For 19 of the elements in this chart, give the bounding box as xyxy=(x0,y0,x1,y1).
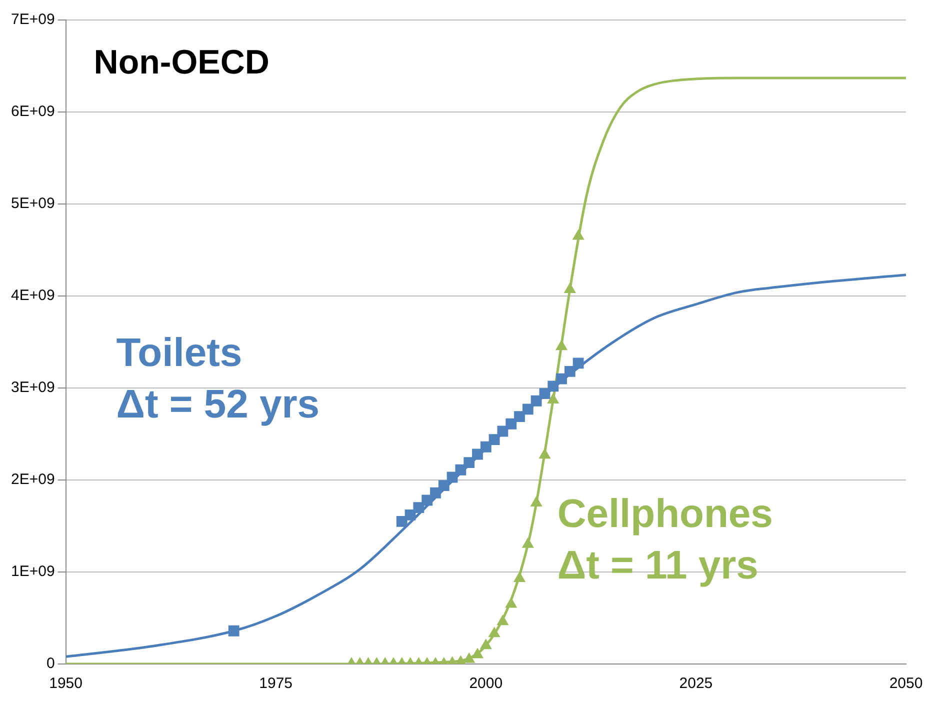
annotation: Δt = 11 yrs xyxy=(557,543,758,588)
y-tick-label: 7E+09 xyxy=(10,11,55,28)
y-tick-label: 5E+09 xyxy=(10,195,55,212)
annotation: Toilets xyxy=(116,330,242,375)
annotation: Cellphones xyxy=(557,492,773,536)
y-tick-label: 3E+09 xyxy=(10,379,55,396)
annotation: Δt = 52 yrs xyxy=(116,382,320,426)
x-tick-label: 2050 xyxy=(889,675,923,692)
x-tick-label: 2000 xyxy=(469,675,503,692)
y-tick-label: 4E+09 xyxy=(10,287,55,304)
x-tick-label: 1950 xyxy=(49,675,82,692)
y-tick-label: 0 xyxy=(46,655,55,672)
x-tick-label: 1975 xyxy=(259,675,293,692)
line-series xyxy=(66,274,906,658)
text: Non-OECD xyxy=(94,43,270,82)
x-tick-label: 2025 xyxy=(679,675,713,692)
y-tick-label: 1E+09 xyxy=(10,563,55,580)
y-tick-label: 6E+09 xyxy=(10,103,55,120)
y-tick-label: 2E+09 xyxy=(10,471,55,488)
